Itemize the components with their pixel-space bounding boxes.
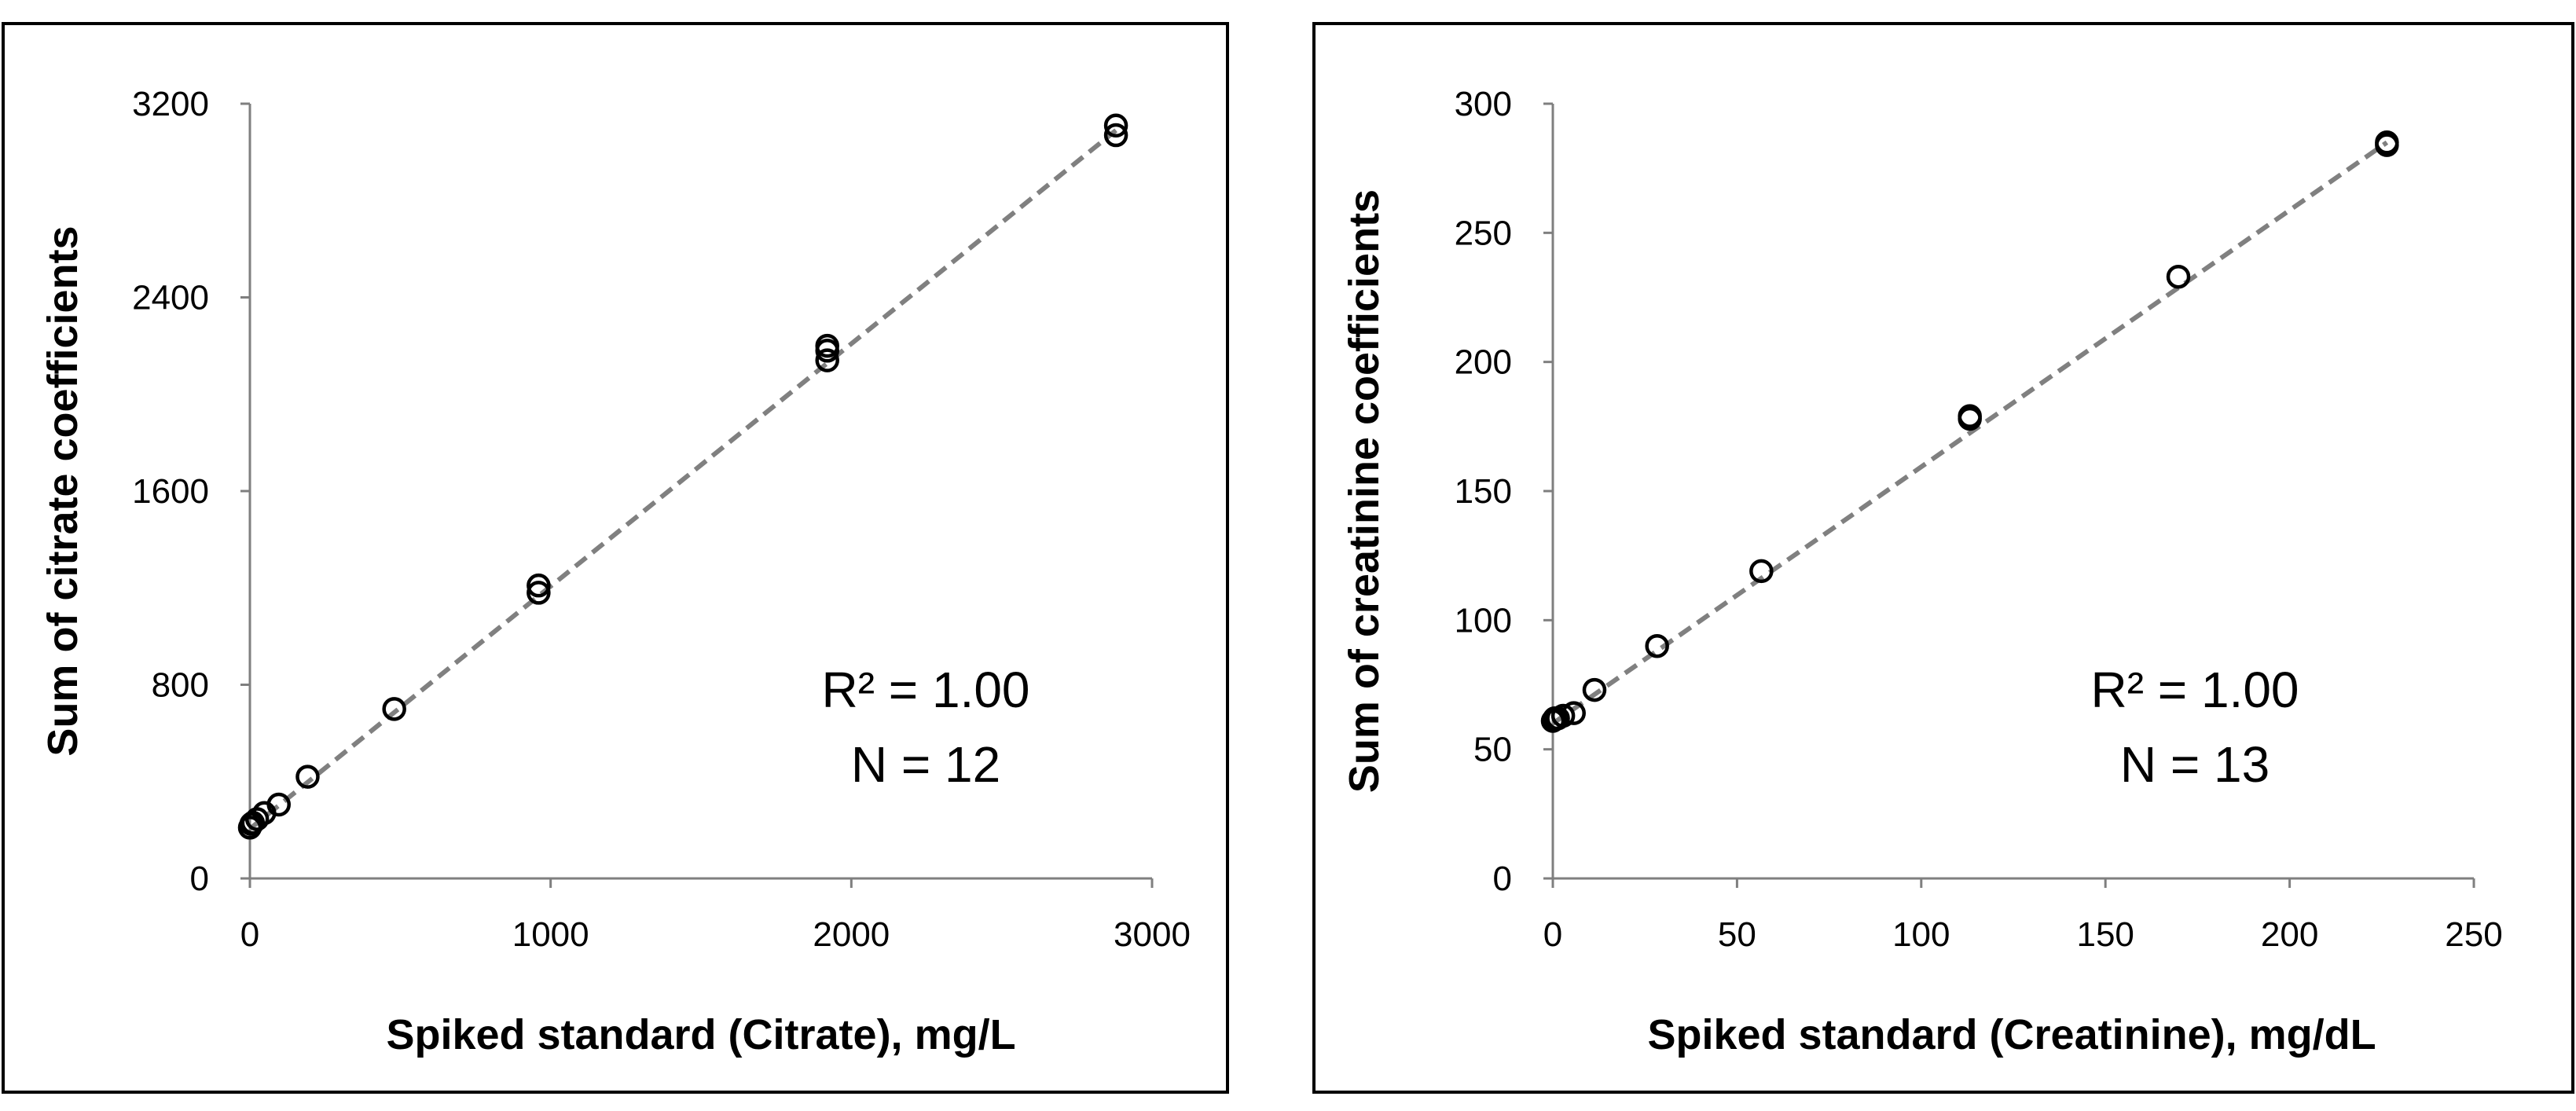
y-tick-label: 50: [1473, 731, 1512, 769]
x-ticks: 0 1000 2000 3000: [240, 878, 1191, 954]
data-point: [1103, 123, 1128, 148]
data-point: [266, 792, 291, 817]
x-tick-label: 0: [1543, 915, 1562, 954]
y-tick-label: 200: [1455, 343, 1512, 382]
data-point: [2166, 264, 2191, 289]
y-tick-label: 1600: [132, 472, 209, 511]
x-tick-label: 100: [1892, 915, 1950, 954]
panel-border: [1312, 22, 2574, 1094]
y-tick-label: 2400: [132, 279, 209, 317]
y-ticks: 0 800 1600 2400 3200: [132, 85, 250, 898]
x-axis-title: Spiked standard (Creatinine), mg/dL: [1647, 1011, 2376, 1058]
data-point: [815, 333, 839, 358]
data-point: [1958, 404, 1982, 428]
y-tick-label: 800: [152, 666, 209, 705]
trendline: [248, 128, 1117, 831]
x-tick-label: 150: [2076, 915, 2134, 954]
data-point: [1561, 701, 1586, 725]
data-point: [527, 581, 551, 605]
data-points: [1540, 130, 2399, 733]
data-points: [237, 113, 1128, 840]
sample-count-annotation: N = 13: [2120, 736, 2270, 793]
data-point: [1582, 677, 1607, 702]
y-tick-label: 0: [190, 860, 209, 898]
y-ticks: 0 50 100 150 200 250 300: [1455, 85, 1553, 898]
y-tick-label: 150: [1455, 472, 1512, 511]
x-tick-label: 250: [2445, 915, 2502, 954]
y-axis-title: Sum of citrate coefficients: [39, 226, 86, 756]
x-tick-label: 2000: [813, 915, 890, 954]
x-tick-label: 50: [1718, 915, 1756, 954]
chart-panel-citrate: 0 800 1600 2400 3200 0 1000 2000 3000 R² = 1.00…: [2, 22, 1229, 1094]
y-tick-label: 100: [1455, 601, 1512, 640]
data-point: [295, 764, 320, 789]
data-point: [815, 348, 839, 372]
y-tick-label: 3200: [132, 85, 209, 123]
y-tick-label: 300: [1455, 85, 1512, 123]
trendline: [1551, 140, 2389, 726]
data-point: [382, 697, 406, 721]
x-ticks: 0 50 100 150 200 250: [1543, 878, 2503, 954]
data-point: [527, 573, 551, 598]
x-tick-label: 200: [2261, 915, 2318, 954]
data-point: [1749, 559, 1774, 584]
y-tick-label: 0: [1493, 860, 1512, 898]
panel-border: [2, 22, 1229, 1094]
data-point: [1550, 703, 1576, 728]
sample-count-annotation: N = 12: [851, 736, 1000, 793]
x-tick-label: 1000: [512, 915, 589, 954]
y-axis-title: Sum of creatinine coefficients: [1341, 189, 1388, 793]
data-point: [244, 807, 270, 831]
data-point: [1103, 113, 1128, 138]
r-squared-annotation: R² = 1.00: [2090, 662, 2299, 718]
data-point: [2375, 133, 2399, 157]
y-tick-label: 250: [1455, 214, 1512, 252]
data-point: [1645, 633, 1669, 658]
x-axis-title: Spiked standard (Citrate), mg/L: [386, 1011, 1015, 1058]
x-tick-label: 0: [240, 915, 259, 954]
chart-panel-creatinine: 0 50 100 150 200 250 300 0 50 100 150 200 250 R² = …: [1312, 22, 2574, 1094]
x-tick-label: 3000: [1114, 915, 1191, 954]
r-squared-annotation: R² = 1.00: [821, 662, 1029, 718]
